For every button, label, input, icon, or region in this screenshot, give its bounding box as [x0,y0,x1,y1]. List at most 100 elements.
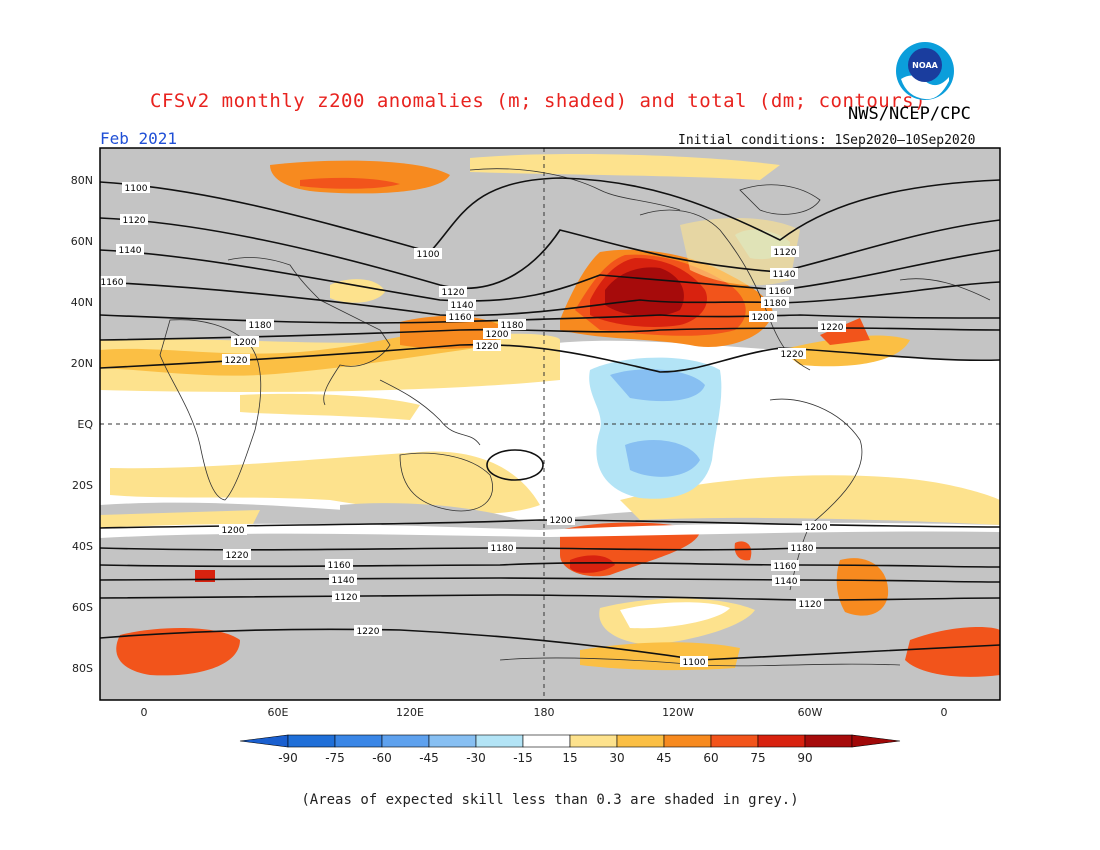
lon-tick-label: 120W [662,706,694,719]
contour-label: 1140 [119,246,142,256]
contour-label-bg [439,286,467,297]
contour-label-bg [778,348,806,359]
contour-label: 1100 [125,184,148,194]
contour-label-bg [332,591,360,602]
contour-label: 1120 [123,216,146,226]
contour-label: 1200 [550,516,573,526]
contour-label: 1120 [442,288,465,298]
colorbar-segment [428,734,477,748]
contour-label: 1120 [335,593,358,603]
contour-label-bg [98,276,126,287]
colorbar-label: -30 [466,751,486,765]
contour-label-bg [219,524,247,535]
noaa-logo-icon: NOAA [896,42,954,100]
contour-label-bg [772,575,800,586]
contour-label: 1180 [501,321,524,331]
contour-label-bg [749,311,777,322]
agency-label: NWS/NCEP/CPC [848,104,971,124]
contour-label: 1140 [451,301,474,311]
colorbar-label: 75 [750,751,765,765]
colorbar-low-arrow [239,734,289,748]
colorbar-segment [381,734,430,748]
contour-label: 1220 [357,627,380,637]
contour-label-bg [122,182,150,193]
contour-label-bg [770,268,798,279]
contour-label: 1180 [249,321,272,331]
contour-label: 1140 [332,576,355,586]
contour-label: 1200 [222,526,245,536]
contour-label: 1200 [234,338,257,348]
height-contours [100,177,1000,661]
lon-tick-label: 0 [141,706,148,719]
colorbar-segment [616,734,665,748]
contour-label: 1220 [476,342,499,352]
contour-label-bg [473,340,501,351]
colorbar: -90 -75 -60 -45 -30 -15 15 30 45 60 75 90 [239,734,901,765]
colorbar-label: 15 [562,751,577,765]
colorbar-segment [663,734,712,748]
contour-label-bg [246,319,274,330]
colorbar-segment [804,734,853,748]
contour-label-bg [761,297,789,308]
contour-label: 1220 [225,356,248,366]
contour-label: 1180 [764,299,787,309]
contour-label: 1160 [328,561,351,571]
forecast-month: Feb 2021 [100,129,178,148]
contour-label-bg [116,244,144,255]
lat-tick-label: 20S [72,479,93,492]
colorbar-label: -75 [325,751,345,765]
colorbar-segment [569,734,618,748]
contour-label-bg [818,321,846,332]
contour-label: 1120 [774,248,797,258]
noaa-logo-text: NOAA [912,61,938,70]
contour-label-bg [329,574,357,585]
colorbar-segment [475,734,524,748]
colorbar-label: -90 [278,751,298,765]
map-frame [99,147,1001,701]
lat-tick-label: EQ [77,418,93,431]
colorbar-segment [287,734,336,748]
contour-label-bg [222,354,250,365]
colorbar-label: 30 [609,751,624,765]
contour-label-bg [771,560,799,571]
contour-label: 1180 [491,544,514,554]
contour-label-bg [771,246,799,257]
contour-label-bg [802,521,830,532]
lon-tick-label: 60W [798,706,823,719]
contour-label-bg [325,559,353,570]
lat-tick-label: 60N [71,235,93,248]
colorbar-label: 45 [656,751,671,765]
lat-tick-label: 80N [71,174,93,187]
lon-tick-label: 180 [534,706,555,719]
contour-label: 1200 [805,523,828,533]
contour-label: 1160 [774,562,797,572]
contour-label: 1100 [417,250,440,260]
contour-label: 1160 [449,313,472,323]
lon-tick-label: 0 [941,706,948,719]
contour-label: 1140 [773,270,796,280]
colorbar-label: -60 [372,751,392,765]
contour-label-bg [120,214,148,225]
contour-label-bg [488,542,516,553]
contour-label-bg [788,542,816,553]
colorbar-segment [757,734,806,748]
initial-conditions: Initial conditions: 1Sep2020–10Sep2020 [678,133,976,148]
axis-label-group: 80N 60N 40N 20N EQ 20S 40S 60S 80S 0 60E 120E 180 120… [71,174,948,719]
contour-label-bg [414,248,442,259]
colorbar-label: 90 [797,751,812,765]
contour-label-bg [766,285,794,296]
chart-title: CFSv2 monthly z200 anomalies (m; shaded)… [150,90,927,112]
lon-tick-label: 120E [396,706,424,719]
contour-label-bg [680,656,708,667]
contour-label: 1180 [791,544,814,554]
contour-label: 1160 [101,278,124,288]
contour-label: 1220 [821,323,844,333]
contour-label-bg [231,336,259,347]
contour-label: 1120 [799,600,822,610]
contour-label: 1200 [752,313,775,323]
contour-label-bg [483,328,511,339]
contour-label: 1220 [226,551,249,561]
colorbar-segment [522,734,571,748]
contour-label-bg [498,319,526,330]
